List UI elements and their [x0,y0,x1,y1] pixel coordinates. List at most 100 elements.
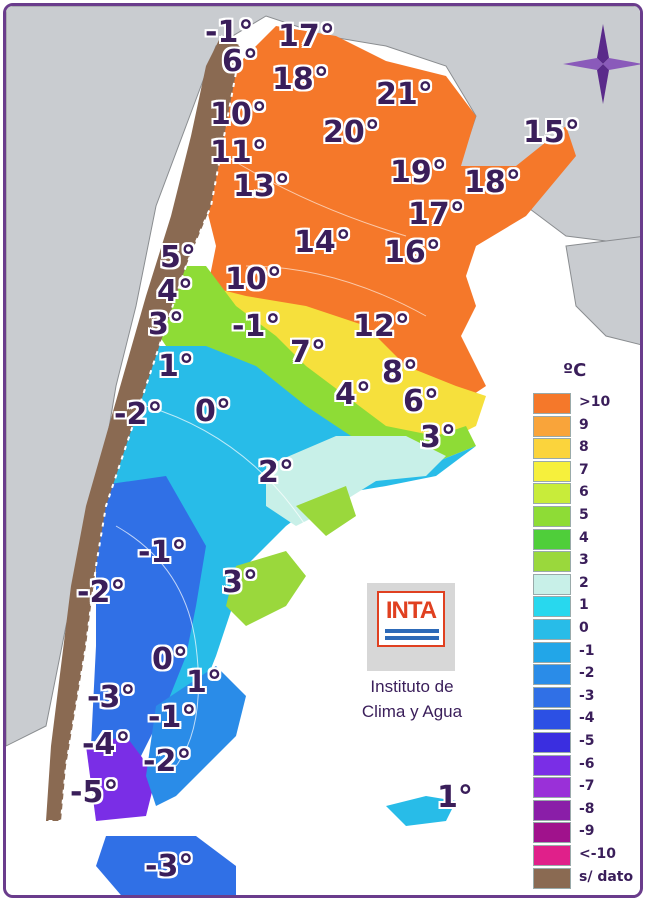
logo-bar [385,629,439,633]
legend-swatch [533,754,571,776]
temp-label: 4° [335,377,371,412]
inta-logo: INTA [367,583,455,671]
legend-row: -8 [533,799,643,821]
temp-label: -1° [138,535,187,570]
temp-label: 12° [353,309,410,344]
legend-label: 7 [579,461,589,478]
temp-label: 19° [390,155,447,190]
legend-swatch [533,867,571,889]
legend-label: 4 [579,529,589,546]
legend-row: 3 [533,550,643,573]
legend-label: -1 [579,642,595,659]
legend-label: -6 [579,755,595,772]
legend-label: 1 [579,597,589,614]
legend-row: 0 [533,618,643,640]
legend-swatch [533,732,571,753]
legend-swatch [533,641,571,663]
temp-label: -1° [148,700,197,735]
temp-label: -4° [82,727,131,762]
temp-label: 1° [437,780,473,815]
temp-label: -1° [232,309,281,344]
legend-title: ºC [563,360,587,381]
legend-row: 1 [533,595,643,618]
legend-swatch [533,483,571,505]
legend-row: 9 [533,415,643,437]
legend-label: 9 [579,416,589,433]
legend-row: s/ dato [533,867,643,889]
legend-row: 4 [533,528,643,550]
legend-swatch [533,393,571,414]
legend-row: -4 [533,708,643,731]
temp-label: 0° [195,394,231,429]
legend-label: -2 [579,665,595,682]
inta-logo-box: INTA [377,591,445,647]
temp-label: 5° [160,240,196,275]
temp-label: -1° [205,15,254,50]
temp-label: 13° [233,169,290,204]
temp-label: 20° [323,115,380,150]
temp-label: -3° [145,849,194,884]
temp-label: 0° [152,642,188,677]
legend-swatch [533,506,571,527]
temp-label: 7° [290,335,326,370]
legend-swatch [533,777,571,799]
temperature-map [6,6,640,895]
legend-row: -3 [533,686,643,708]
legend-label: 8 [579,439,589,456]
legend-label: <-10 [579,846,617,862]
map-frame [3,3,643,898]
legend-swatch [533,664,571,686]
legend-swatch [533,460,571,482]
temp-label: -5° [70,775,119,810]
legend-row: -5 [533,731,643,753]
temp-label: -2° [143,744,192,779]
temp-label: 3° [222,565,258,600]
legend-swatch [533,822,571,844]
temp-label: 14° [294,225,351,260]
legend-row: -1 [533,641,643,663]
legend-label: -4 [579,710,595,727]
legend-label: -5 [579,733,595,749]
legend-row: 7 [533,460,643,482]
temp-label: 17° [278,19,335,54]
legend-swatch [533,799,571,821]
legend-label: >10 [579,394,611,410]
logo-bar [385,636,439,640]
legend-row: 5 [533,505,643,527]
temp-label: 15° [523,115,580,150]
temp-label: 8° [382,355,418,390]
temp-label: 18° [272,62,329,97]
legend-swatch [533,709,571,731]
legend-swatch [533,551,571,573]
legend-label: -7 [579,778,595,795]
legend-label: 6 [579,484,589,501]
legend-swatch [533,528,571,550]
temp-label: -3° [87,680,136,715]
temp-label: 21° [376,77,433,112]
inta-logo-text: INTA [385,597,437,624]
legend-swatch [533,438,571,460]
temp-label: 6° [222,44,258,79]
legend-label: 3 [579,552,589,569]
temp-label: 1° [186,665,222,700]
legend-swatch [533,415,571,437]
temp-label: 16° [384,235,441,270]
legend-label: s/ dato [579,868,634,885]
temp-label: 18° [464,165,521,200]
temp-label: 10° [225,262,282,297]
legend-label: 0 [579,620,589,636]
temp-label: 2° [258,455,294,490]
legend-row: -2 [533,663,643,686]
legend-label: 2 [579,574,589,591]
legend-row: -7 [533,776,643,799]
legend-row: 6 [533,482,643,505]
legend-label: 5 [579,507,589,523]
temp-label: 3° [148,307,184,342]
legend-swatch [533,596,571,618]
legend-swatch [533,573,571,595]
temp-label: 11° [210,135,267,170]
temp-label: -2° [114,397,163,432]
institute-line2: Clima y Agua [361,702,463,721]
legend-swatch [533,686,571,708]
institute-line1: Instituto de [370,677,454,696]
